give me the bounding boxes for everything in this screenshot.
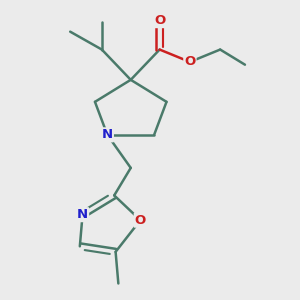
Text: O: O — [135, 214, 146, 227]
Text: N: N — [77, 208, 88, 221]
Text: O: O — [154, 14, 165, 27]
Text: N: N — [102, 128, 113, 141]
Text: O: O — [184, 56, 196, 68]
